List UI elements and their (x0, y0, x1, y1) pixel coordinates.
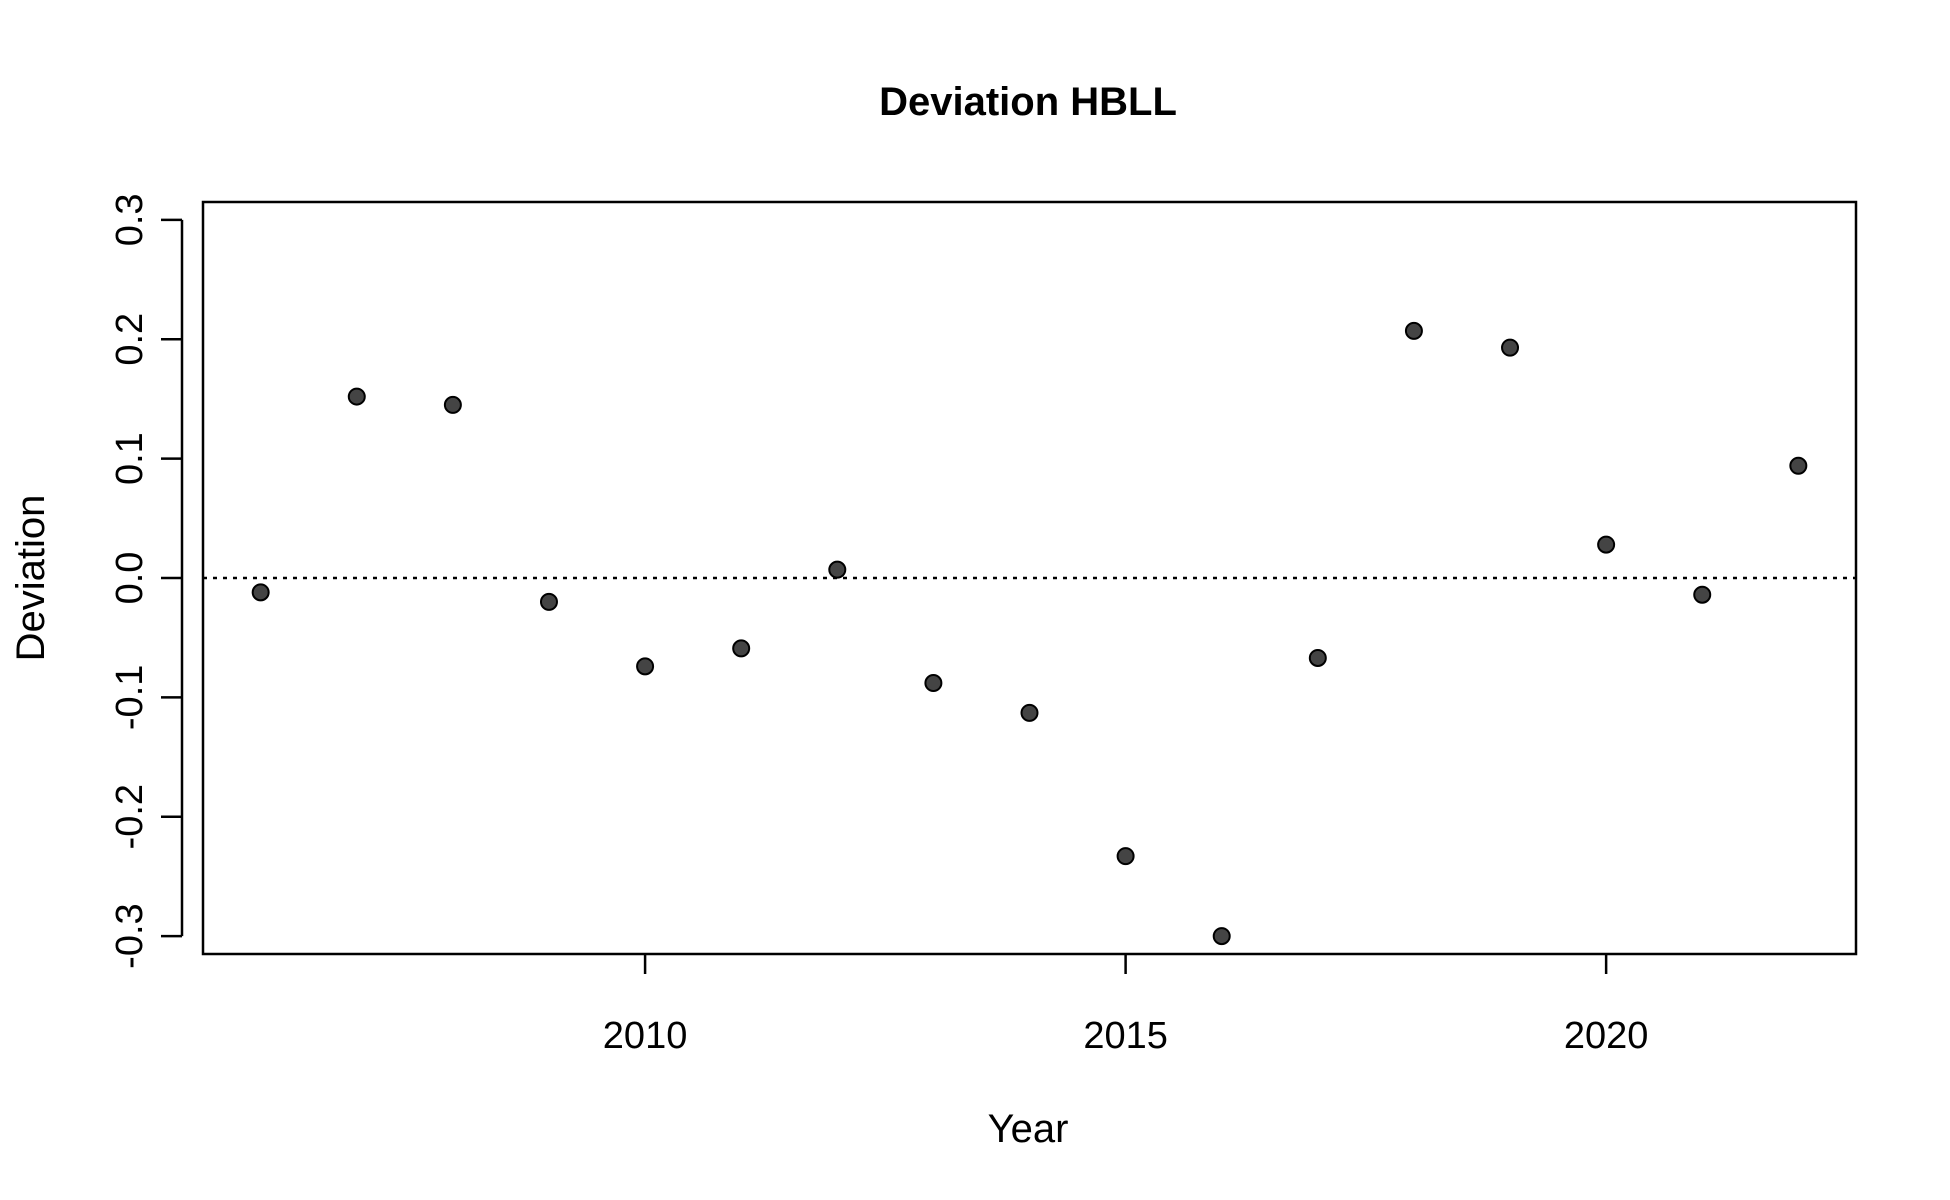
data-point (1597, 535, 1616, 554)
data-point (1116, 847, 1135, 866)
data-point (828, 560, 847, 579)
y-tick-label: 0.2 (109, 313, 151, 366)
y-tick-label: -0.1 (109, 665, 151, 730)
data-point (1212, 927, 1231, 946)
data-point (539, 592, 558, 611)
data-point (251, 583, 270, 602)
y-tick-label: 0.3 (109, 193, 151, 246)
y-tick-label: -0.3 (109, 903, 151, 968)
plot-frame (201, 200, 1858, 956)
data-point (1789, 456, 1808, 475)
y-tick-label: -0.2 (109, 784, 151, 849)
x-tick-label: 2020 (1564, 1015, 1649, 1057)
data-point (1020, 703, 1039, 722)
y-axis: -0.3 -0.2 -0.1 0.0 0.1 0.2 0.3 (109, 193, 184, 969)
data-point (1404, 321, 1423, 340)
data-point (924, 674, 943, 693)
data-point (1693, 585, 1712, 604)
y-tick-label: 0.0 (109, 552, 151, 605)
data-point (443, 395, 462, 414)
x-tick-label: 2015 (1083, 1015, 1168, 1057)
data-points (251, 321, 1808, 946)
data-point (347, 387, 366, 406)
data-point (1308, 648, 1327, 667)
data-point (732, 639, 751, 658)
chart-title: Deviation HBLL (879, 80, 1177, 124)
y-axis-title: Deviation (9, 495, 53, 662)
x-axis-title: Year (988, 1107, 1069, 1151)
x-tick-label: 2010 (603, 1015, 688, 1057)
data-point (636, 657, 655, 676)
y-tick-label: 0.1 (109, 432, 151, 485)
x-axis: 2010 2015 2020 (603, 954, 1649, 1057)
data-point (1501, 338, 1520, 357)
